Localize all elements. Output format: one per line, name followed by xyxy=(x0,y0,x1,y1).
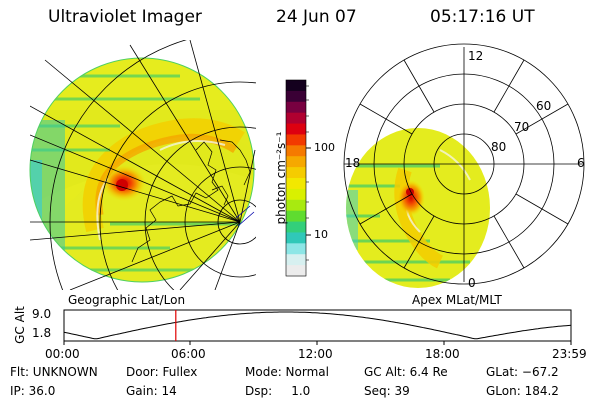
colorbar-minor-ticks xyxy=(306,85,309,261)
altitude-ytick-9: 9.0 xyxy=(32,307,52,321)
altitude-xtick-0000: 00:00 xyxy=(45,347,80,361)
colorbar-cell xyxy=(286,265,306,277)
mlat-label-80: 80 xyxy=(491,140,507,154)
mlt-label-18: 18 xyxy=(345,156,361,170)
colorbar-gradient xyxy=(286,80,306,277)
colorbar-cell xyxy=(286,101,306,114)
info-ip: IP: 36.0 xyxy=(10,384,56,398)
info-seq: Seq: 39 xyxy=(364,384,410,398)
colorbar-cell xyxy=(286,90,306,103)
colorbar-tick-label-10: 10 xyxy=(314,228,328,241)
mlt-label-6: 6 xyxy=(577,156,585,170)
colorbar-label: photon cm⁻²s⁻¹ xyxy=(274,131,288,225)
altitude-xtick-2359: 23:59 xyxy=(552,347,587,361)
info-gain: Gain: 14 xyxy=(126,384,177,398)
info-dsp: Dsp: 1.0 xyxy=(245,384,311,398)
info-gc-alt: GC Alt: 6.4 Re xyxy=(364,365,448,379)
colorbar-frame xyxy=(285,79,307,277)
altitude-plot-frame xyxy=(63,309,572,342)
instrument-title: Ultraviolet Imager xyxy=(48,7,202,27)
colorbar-cell xyxy=(286,188,306,201)
info-glon: GLon: 184.2 xyxy=(486,384,559,398)
mlat-label-60: 60 xyxy=(536,99,552,113)
colorbar-cell xyxy=(286,134,306,146)
info-flight: Flt: UNKNOWN xyxy=(10,365,98,379)
colorbar-cell xyxy=(286,112,306,125)
altitude-xtick-0600: 06:00 xyxy=(171,347,206,361)
colorbar-cell xyxy=(286,232,306,244)
apex-polar-grid xyxy=(343,43,585,285)
altitude-ytick-1-8: 1.8 xyxy=(32,326,52,340)
colorbar-cell xyxy=(286,80,306,92)
date-label: 24 Jun 07 xyxy=(276,7,357,27)
altitude-plot xyxy=(63,309,572,345)
altitude-xtick-1800: 18:00 xyxy=(425,347,460,361)
colorbar xyxy=(285,79,311,277)
colorbar-cell xyxy=(286,156,306,168)
colorbar-cell xyxy=(286,178,306,190)
geographic-image-texture xyxy=(30,58,254,282)
colorbar-cell xyxy=(286,254,306,266)
altitude-curve xyxy=(63,311,572,340)
info-mode: Mode: Normal xyxy=(245,365,329,379)
colorbar-cell xyxy=(286,123,306,135)
apex-caption: Apex MLat/MLT xyxy=(412,293,502,307)
mlt-label-12: 12 xyxy=(468,49,484,63)
colorbar-cell xyxy=(286,221,306,233)
colorbar-cell xyxy=(286,210,306,223)
colorbar-cell xyxy=(286,145,306,157)
info-glat: GLat: −67.2 xyxy=(486,365,559,379)
geographic-caption: Geographic Lat/Lon xyxy=(68,293,186,307)
geographic-grid xyxy=(30,40,256,290)
colorbar-cell xyxy=(286,199,306,212)
colorbar-tick-label-100: 100 xyxy=(314,141,335,154)
geographic-image xyxy=(29,57,255,283)
altitude-xtick-1200: 12:00 xyxy=(298,347,333,361)
apex-spokes xyxy=(359,59,569,269)
time-label: 05:17:16 UT xyxy=(430,7,535,27)
colorbar-cell xyxy=(286,167,306,179)
mlat-label-70: 70 xyxy=(514,120,530,134)
info-door: Door: Fullex xyxy=(126,365,198,379)
altitude-ylabel: GC Alt xyxy=(12,306,27,344)
apex-image xyxy=(346,128,490,288)
apex-image-texture xyxy=(346,149,471,282)
mlt-label-0: 0 xyxy=(468,276,476,290)
colorbar-cell xyxy=(286,243,306,255)
altitude-xticks xyxy=(63,341,572,345)
